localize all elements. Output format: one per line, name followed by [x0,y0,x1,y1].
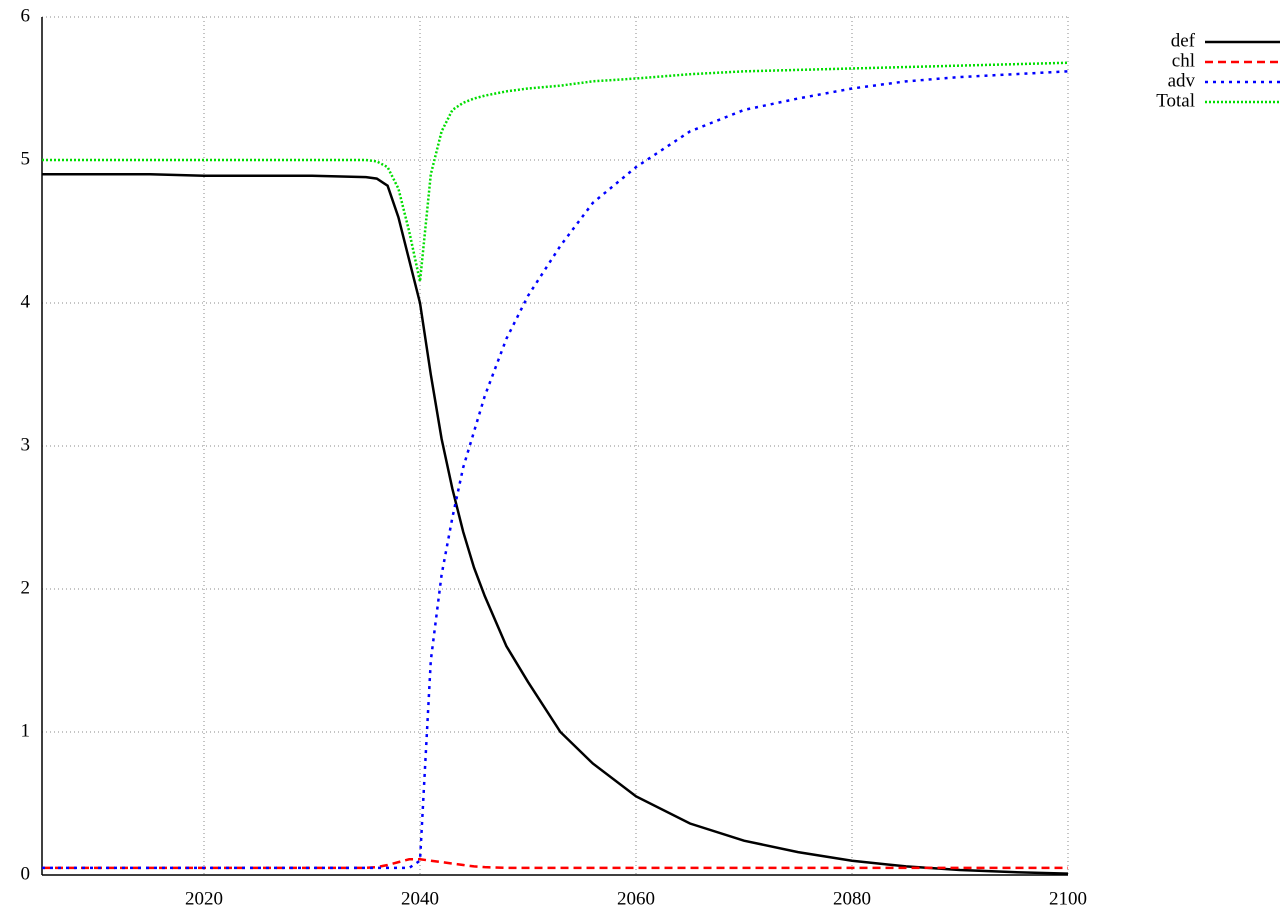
series-line [42,858,1068,870]
y-tick-label: 1 [21,720,31,741]
y-tick-label: 3 [21,434,31,455]
y-tick-label: 5 [21,148,31,169]
x-tick-label: 2080 [833,888,871,909]
x-tick-label: 2060 [617,888,655,909]
series-line [42,70,1069,870]
series-line [42,61,1069,282]
legend-label: Total [1156,90,1195,111]
x-tick-label: 2040 [401,888,439,909]
y-tick-label: 4 [21,291,31,312]
x-tick-label: 2020 [185,888,223,909]
series-line [42,173,1069,875]
legend-label: def [1171,30,1196,51]
legend-label: adv [1168,70,1196,91]
y-tick-label: 2 [21,577,31,598]
x-tick-label: 2100 [1049,888,1087,909]
y-tick-label: 0 [21,863,31,884]
legend-label: chl [1172,50,1195,71]
y-tick-label: 6 [21,5,31,26]
